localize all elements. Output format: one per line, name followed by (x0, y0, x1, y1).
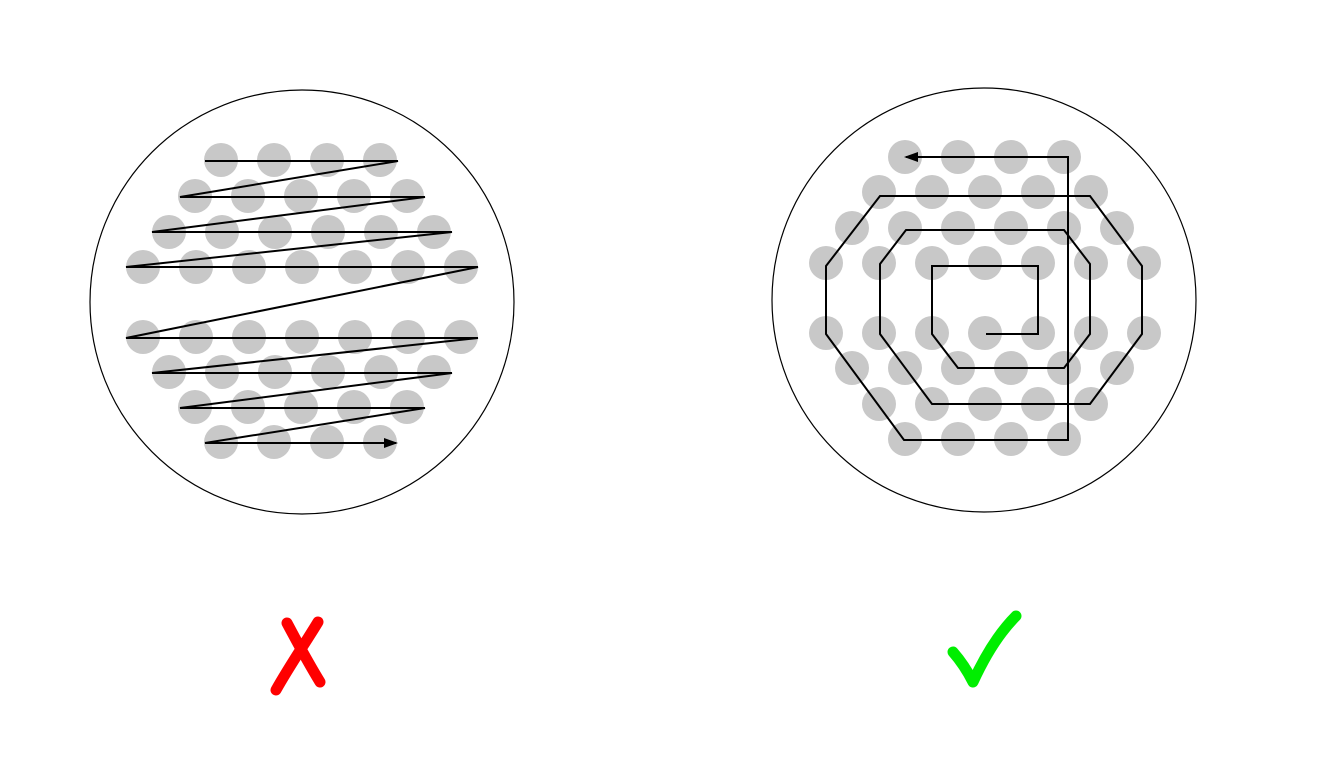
die-dot (1074, 175, 1108, 209)
die-dot (1127, 316, 1161, 350)
die-dot (1127, 246, 1161, 280)
die-dot (941, 211, 975, 245)
die-dot (888, 211, 922, 245)
checkmark-icon (947, 610, 1022, 688)
zigzag-scan-path (125, 160, 479, 448)
die-dot (994, 211, 1028, 245)
die-dot (915, 246, 949, 280)
die-dot (835, 211, 869, 245)
die-dot (862, 175, 896, 209)
wafer-outline-right (771, 87, 1197, 513)
panel-zigzag (89, 89, 515, 515)
die-dot (1021, 175, 1055, 209)
wafer-outline-left (89, 89, 515, 515)
die-dot (862, 387, 896, 421)
dot-grid-left (126, 143, 478, 459)
die-dot (968, 175, 1002, 209)
cross-icon (270, 616, 326, 696)
die-dot (1021, 246, 1055, 280)
spiral-scan-path (825, 152, 1143, 441)
die-dot (968, 316, 1002, 350)
dot-grid-right (809, 140, 1161, 456)
die-dot (968, 246, 1002, 280)
panel-spiral (771, 87, 1197, 513)
die-dot (1047, 211, 1081, 245)
die-dot (915, 175, 949, 209)
